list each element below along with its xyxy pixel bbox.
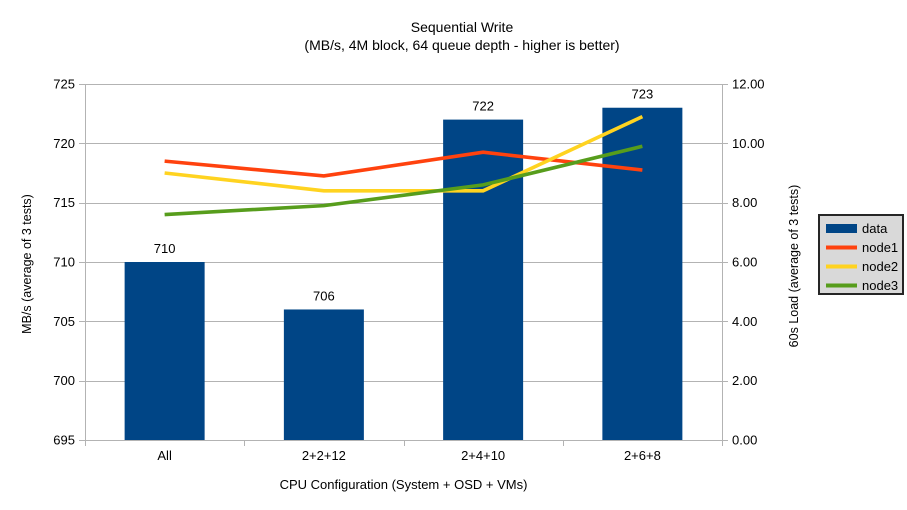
right-axis-tick-label: 0.00 [732, 433, 757, 448]
left-axis-tick-label: 710 [53, 255, 75, 270]
line-node1 [164, 150, 643, 178]
right-axis-tick-label: 6.00 [732, 255, 757, 270]
x-category-label: 2+2+12 [302, 448, 346, 463]
left-axis-tick-label: 720 [53, 136, 75, 151]
x-axis-title: CPU Configuration (System + OSD + VMs) [280, 477, 528, 492]
x-category-label: 2+6+8 [624, 448, 661, 463]
legend-swatch-data [826, 224, 857, 233]
legend-label-data: data [862, 221, 888, 236]
legend-box [818, 214, 904, 295]
x-category-label: 2+4+10 [461, 448, 505, 463]
bar-value-label: 722 [472, 99, 494, 114]
chart-title: Sequential Write [411, 19, 514, 35]
bar-value-label: 706 [313, 288, 335, 303]
bar-All [124, 262, 205, 440]
legend-label-node3: node3 [862, 278, 898, 293]
right-axis-tick-label: 10.00 [732, 136, 765, 151]
line-node2 [164, 115, 644, 193]
left-axis-tick-label: 725 [53, 77, 75, 92]
bar-2+4+10 [443, 119, 524, 440]
right-axis-tick-label: 8.00 [732, 195, 757, 210]
line-node3 [164, 144, 643, 217]
chart-subtitle: (MB/s, 4M block, 64 queue depth - higher… [304, 37, 619, 53]
bar-value-label: 723 [632, 87, 654, 102]
left-axis-tick-label: 695 [53, 433, 75, 448]
x-category-label: All [157, 448, 172, 463]
right-axis-title: 60s Load (average of 3 tests) [787, 185, 801, 348]
legend-label-node2: node2 [862, 259, 898, 274]
bar-2+6+8 [602, 107, 683, 440]
left-axis-title: MB/s (average of 3 tests) [20, 194, 34, 334]
bar-2+2+12 [283, 309, 364, 440]
bar-value-label: 710 [154, 241, 176, 256]
left-axis-tick-label: 700 [53, 373, 75, 388]
legend-label-node1: node1 [862, 240, 898, 255]
right-axis-tick-label: 2.00 [732, 373, 757, 388]
right-axis-tick-label: 4.00 [732, 314, 757, 329]
left-axis-tick-label: 705 [53, 314, 75, 329]
left-axis-tick-label: 715 [53, 195, 75, 210]
right-axis-tick-label: 12.00 [732, 77, 765, 92]
